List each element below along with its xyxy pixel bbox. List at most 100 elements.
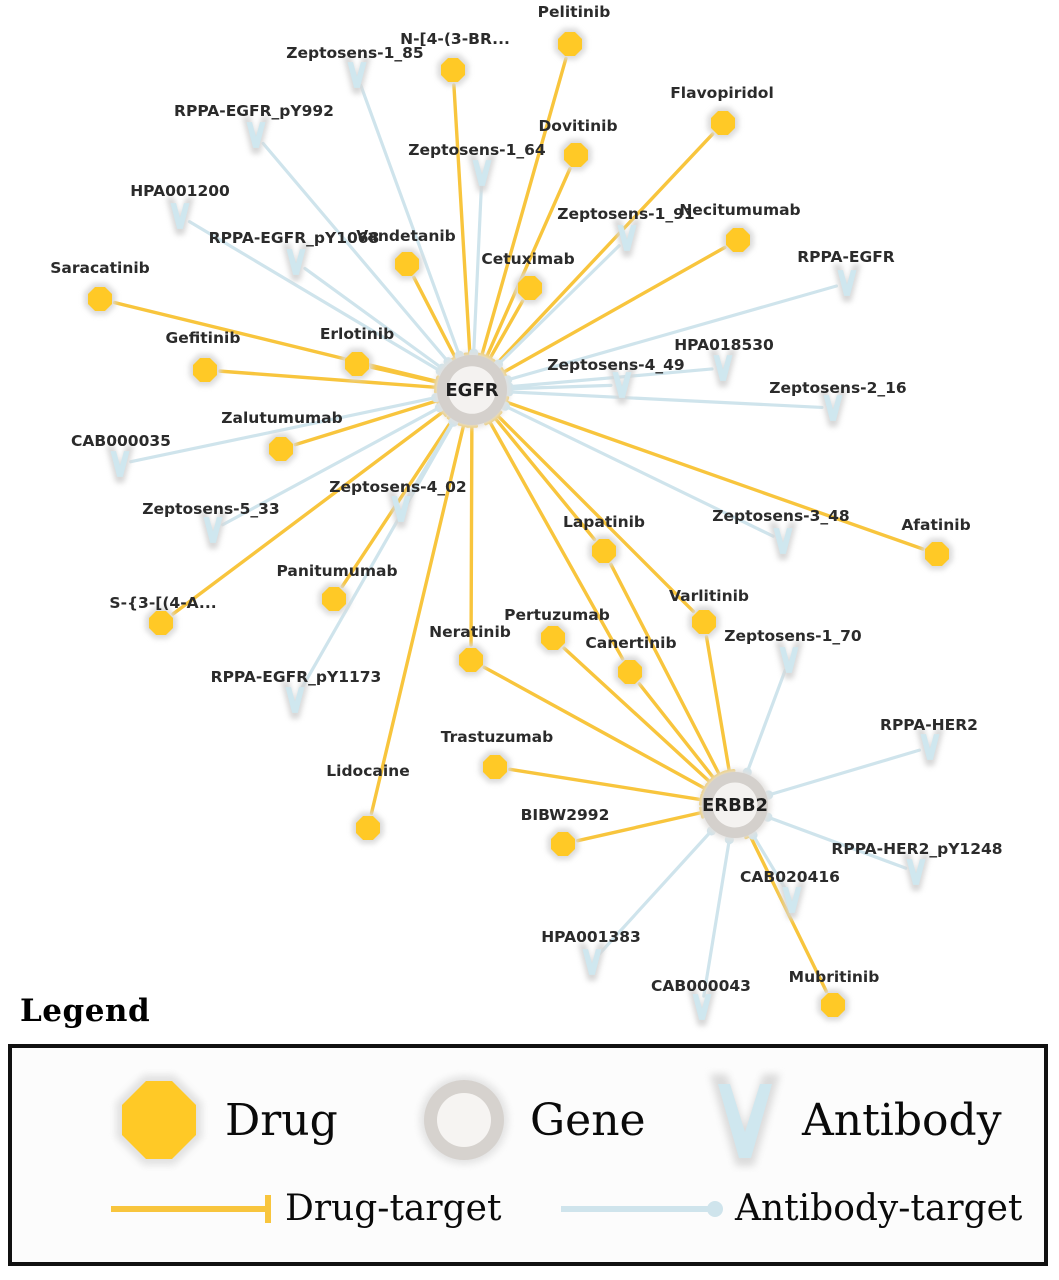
antibody-node[interactable] <box>281 681 309 719</box>
antibody-chevron-icon <box>246 122 266 148</box>
antibody-node[interactable] <box>468 154 496 192</box>
antibody-node[interactable] <box>688 988 716 1026</box>
antibody-chevron-icon <box>110 451 130 477</box>
antibody-node[interactable] <box>902 853 930 891</box>
drug-node[interactable] <box>352 812 384 844</box>
antibody-node[interactable] <box>769 522 797 560</box>
antibody-target-edge <box>597 829 714 956</box>
drug-target-edge <box>575 810 704 843</box>
drug-node[interactable] <box>817 989 849 1021</box>
antibody-node[interactable] <box>819 389 847 427</box>
antibody-target-edge <box>507 383 613 391</box>
drug-target-edge <box>508 767 704 802</box>
antibody-node-label: RPPA-EGFR <box>797 248 895 266</box>
gene-node-egfr[interactable] <box>434 352 510 428</box>
antibody-node[interactable] <box>775 641 803 679</box>
antibody-target-edge <box>298 420 456 693</box>
drug-node[interactable] <box>547 828 579 860</box>
drug-node[interactable] <box>318 583 350 615</box>
drug-node[interactable] <box>707 107 739 139</box>
antibody-node-label: Zeptosens-1_91 <box>557 205 694 223</box>
drug-node-label: Necitumumab <box>679 201 800 219</box>
drug-target-edge <box>293 398 440 447</box>
drug-node-label: Cetuximab <box>481 250 574 268</box>
drug-node[interactable] <box>189 354 221 386</box>
antibody-node-label: Zeptosens-2_16 <box>769 379 906 397</box>
antibody-node[interactable] <box>242 116 270 154</box>
drug-target-edge <box>609 562 722 777</box>
drug-node-label: Lapatinib <box>563 513 645 531</box>
drug-node[interactable] <box>514 272 546 304</box>
antibody-chevron-icon <box>782 887 802 913</box>
drug-node[interactable] <box>588 535 620 567</box>
antibody-node[interactable] <box>709 349 737 387</box>
antibody-node[interactable] <box>343 56 371 94</box>
antibody-node[interactable] <box>166 197 194 235</box>
antibody-halo <box>166 197 194 235</box>
drug-octagon-icon <box>557 31 583 57</box>
antibody-node[interactable] <box>833 264 861 302</box>
drug-node[interactable] <box>455 644 487 676</box>
drug-node-label: Neratinib <box>429 623 511 641</box>
antibody-node[interactable] <box>578 943 606 981</box>
drug-node[interactable] <box>341 348 373 380</box>
antibody-node[interactable] <box>199 511 227 549</box>
gene-node-erbb2[interactable] <box>699 769 771 841</box>
antibody-node[interactable] <box>613 219 641 257</box>
labels-layer: Pelitinib N-[4-(3-BR... Flavopiridol Doviti… <box>50 3 1002 995</box>
drug-node-label: Afatinib <box>901 516 970 534</box>
antibody-target-edge <box>496 244 621 366</box>
antibody-node[interactable] <box>778 881 806 919</box>
drug-node[interactable] <box>722 224 754 256</box>
drug-target-edge <box>369 423 466 816</box>
drug-node[interactable] <box>479 751 511 783</box>
drug-node[interactable] <box>921 538 953 570</box>
drug-octagon-icon <box>710 110 736 136</box>
drug-octagon-icon <box>820 992 846 1018</box>
drug-node[interactable] <box>265 433 297 465</box>
antibody-node[interactable] <box>916 728 944 766</box>
antibody-target-edge <box>766 815 908 870</box>
drug-node-label: BIBW2992 <box>521 806 610 824</box>
drug-node-label: Zalutumumab <box>221 409 342 427</box>
drug-target-edge <box>562 646 712 784</box>
antibody-node[interactable] <box>608 366 636 404</box>
antibody-target-edge <box>702 837 731 998</box>
drug-node[interactable] <box>537 622 569 654</box>
antibody-node[interactable] <box>387 490 415 528</box>
nodes-layer <box>84 28 953 1026</box>
antibody-node[interactable] <box>282 243 310 281</box>
antibody-chevron-icon <box>285 687 305 713</box>
antibody-target-edge-icon <box>561 1200 723 1217</box>
antibody-halo <box>833 264 861 302</box>
drug-node[interactable] <box>437 54 469 86</box>
drug-octagon-icon <box>691 609 717 635</box>
gene-node-label: ERBB2 <box>702 795 768 816</box>
drug-node-label: Panitumumab <box>276 562 397 580</box>
legend-label-drug-target: Drug-target <box>285 1188 502 1229</box>
antibody-node-label: HPA001383 <box>541 928 641 946</box>
drug-node[interactable] <box>614 656 646 688</box>
drug-node[interactable] <box>391 248 423 280</box>
drug-octagon-icon <box>192 357 218 383</box>
antibody-halo <box>769 522 797 560</box>
drug-node-label: Canertinib <box>585 634 676 652</box>
drug-target-edge <box>484 167 572 359</box>
antibody-target-edge <box>745 668 787 774</box>
antibody-node[interactable] <box>106 445 134 483</box>
drug-target-edge <box>218 369 438 390</box>
drug-node-label: Flavopiridol <box>670 84 774 102</box>
antibody-target-edge <box>766 748 922 797</box>
drug-node[interactable] <box>145 607 177 639</box>
drug-node[interactable] <box>84 283 116 315</box>
drug-target-edge <box>369 365 439 384</box>
drug-target-edge <box>412 275 458 360</box>
antibody-chevron-icon <box>692 994 712 1020</box>
antibody-chevron-icon <box>391 496 411 522</box>
antibody-target-edge <box>303 266 444 370</box>
drug-node[interactable] <box>560 139 592 171</box>
drug-node[interactable] <box>688 606 720 638</box>
drug-node[interactable] <box>554 28 586 60</box>
drug-octagon-icon <box>540 625 566 651</box>
drug-octagon-icon <box>725 227 751 253</box>
